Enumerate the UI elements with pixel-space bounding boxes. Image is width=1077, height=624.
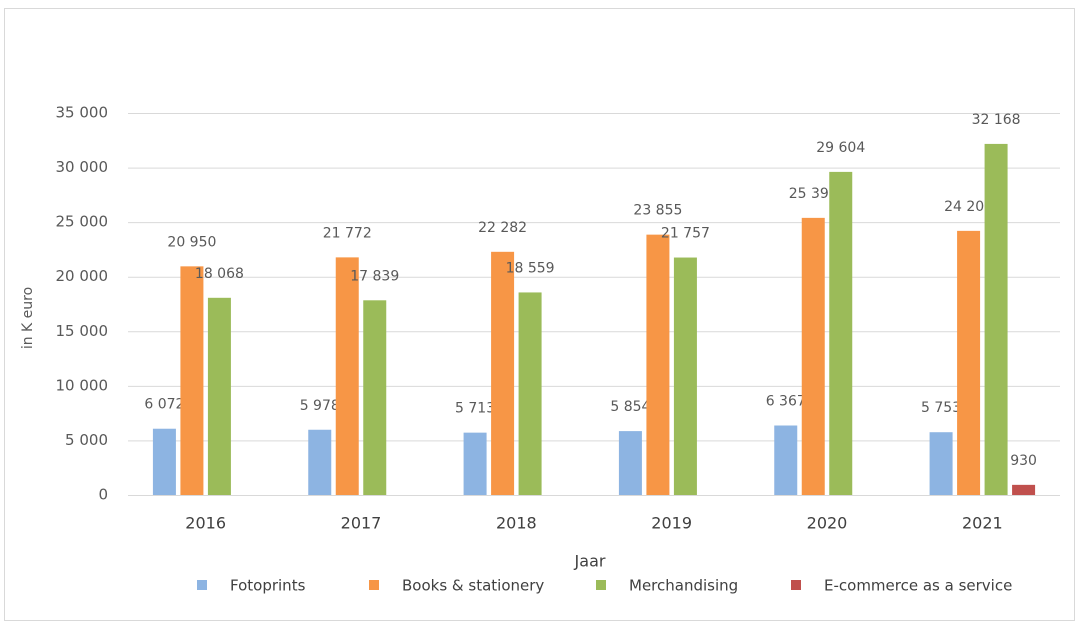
value-label: 22 282 <box>478 220 527 236</box>
value-label: 25 392 <box>789 186 838 202</box>
bar <box>646 234 670 495</box>
bar <box>491 251 515 495</box>
bar <box>1012 484 1036 495</box>
y-tick-label: 35 000 <box>56 104 109 122</box>
bar <box>829 171 853 495</box>
value-label: 6 072 <box>144 397 184 413</box>
value-label: 23 855 <box>633 203 682 219</box>
bar <box>308 429 332 495</box>
x-tick-label: 2019 <box>651 514 692 533</box>
y-tick-label: 25 000 <box>56 213 109 231</box>
value-label: 18 559 <box>506 260 555 276</box>
bar <box>774 425 798 495</box>
x-axis-title: Jaar <box>574 552 606 571</box>
value-label: 5 713 <box>455 401 495 417</box>
bar <box>152 428 176 495</box>
value-label: 24 201 <box>944 199 993 215</box>
bar <box>518 292 542 495</box>
value-label: 21 757 <box>661 226 710 242</box>
value-label: 21 772 <box>323 225 372 241</box>
value-label: 5 854 <box>610 399 650 415</box>
x-tick-label: 2021 <box>962 514 1003 533</box>
legend-label: Merchandising <box>629 577 738 595</box>
legend-swatch <box>596 580 606 590</box>
bar <box>801 217 825 496</box>
y-tick-label: 20 000 <box>56 267 109 285</box>
x-tick-label: 2016 <box>185 514 226 533</box>
y-tick-label: 10 000 <box>56 376 109 394</box>
bar <box>207 297 231 495</box>
value-label: 29 604 <box>816 140 865 156</box>
legend-label: Fotoprints <box>230 577 306 595</box>
x-tick-label: 2018 <box>496 514 537 533</box>
bar <box>673 257 697 495</box>
y-tick-label: 0 <box>98 486 108 504</box>
bar <box>180 266 204 495</box>
value-label: 18 068 <box>195 266 244 282</box>
bar <box>335 257 359 495</box>
legend-swatch <box>369 580 379 590</box>
x-tick-label: 2017 <box>341 514 382 533</box>
bar <box>984 143 1008 496</box>
value-label: 32 168 <box>972 112 1021 128</box>
legend-label: E-commerce as a service <box>824 577 1012 595</box>
bar <box>929 432 953 495</box>
value-label: 20 950 <box>167 234 216 250</box>
bar <box>618 431 642 495</box>
legend-label: Books & stationery <box>402 577 544 595</box>
bar <box>463 432 487 495</box>
bar <box>363 300 387 495</box>
bar <box>957 230 981 495</box>
value-label: 6 367 <box>766 394 806 410</box>
value-label: 17 839 <box>350 268 399 284</box>
legend-swatch <box>791 580 801 590</box>
x-tick-label: 2020 <box>807 514 848 533</box>
value-label: 5 978 <box>300 398 340 414</box>
value-label: 930 <box>1010 453 1037 469</box>
value-label: 5 753 <box>921 400 961 416</box>
y-axis-title: in K euro <box>20 287 36 349</box>
legend-swatch <box>197 580 207 590</box>
y-tick-label: 5 000 <box>65 431 108 449</box>
y-tick-label: 30 000 <box>56 158 109 176</box>
y-tick-label: 15 000 <box>56 322 109 340</box>
